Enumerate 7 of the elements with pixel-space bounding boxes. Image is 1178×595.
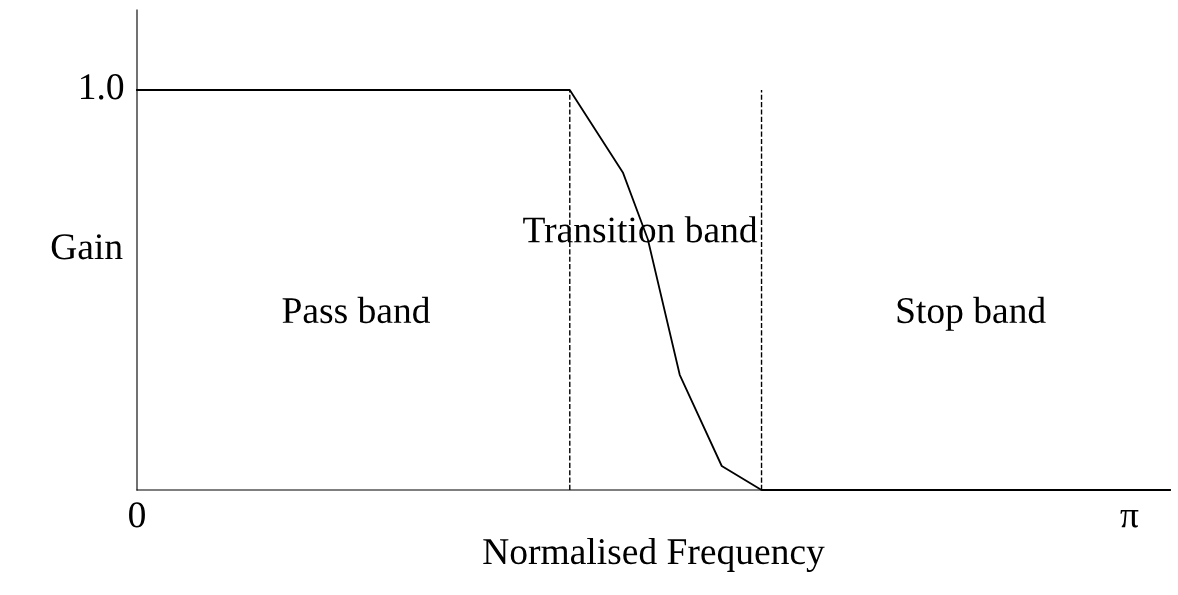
annotation: Stop band: [897, 296, 1046, 331]
y-axis-title: Gain: [51, 234, 123, 260]
x-axis-title: Normalised Frequency: [483, 537, 825, 573]
x-tick-label: π: [1120, 509, 1139, 528]
annotation: Pass band: [282, 296, 431, 324]
annotation: 1.0: [81, 74, 124, 100]
x-tick-label: 0: [129, 502, 145, 528]
